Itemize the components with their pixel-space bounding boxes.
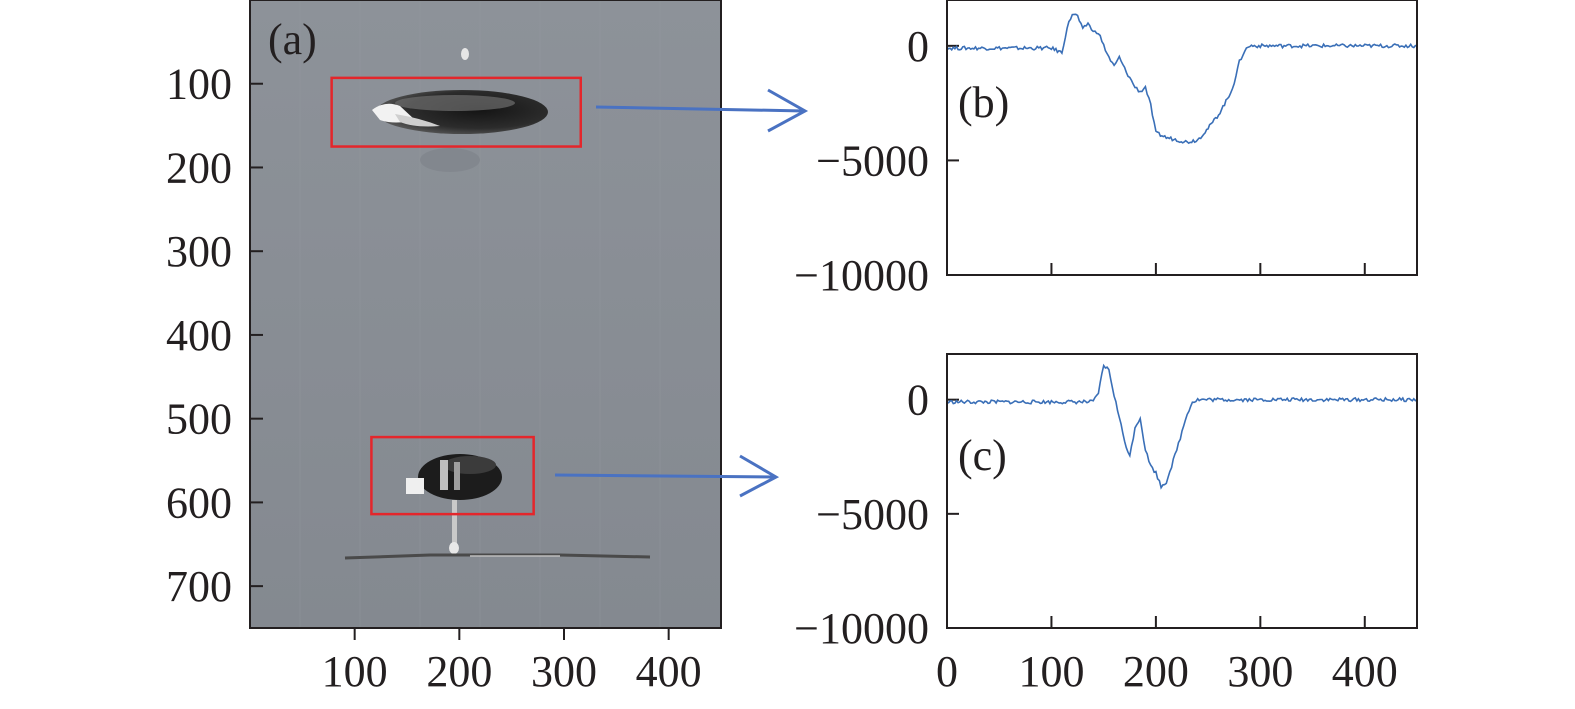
roi-box-lower — [370, 435, 535, 516]
c-y-tick-label: 0 — [907, 376, 929, 425]
lower-bubble — [406, 454, 502, 554]
panel-a-y-ticks: 100 200 300 400 500 600 700 — [166, 60, 263, 611]
particle-dot — [461, 48, 469, 60]
panel-c-ticks: 0 100 200 300 400 0 −5000 −10000 — [794, 376, 1398, 696]
a-y-tick-label: 200 — [166, 143, 232, 192]
a-y-tick-label: 300 — [166, 227, 232, 276]
c-x-tick-label: 100 — [1018, 647, 1084, 696]
a-y-tick-label: 700 — [166, 562, 232, 611]
panel-c-chart: 0 100 200 300 400 0 −5000 −10000 (c) — [794, 353, 1418, 696]
panel-label-b: (b) — [958, 78, 1009, 127]
c-y-tick-label: −10000 — [794, 604, 929, 653]
c-x-tick-label: 400 — [1332, 647, 1398, 696]
b-y-tick-label: −10000 — [794, 251, 929, 300]
a-y-tick-label: 500 — [166, 395, 232, 444]
link-arrow-b — [595, 88, 809, 133]
a-x-tick-label: 400 — [636, 647, 702, 696]
a-y-tick-label: 400 — [166, 311, 232, 360]
c-x-tick-label: 200 — [1123, 647, 1189, 696]
a-x-tick-label: 200 — [426, 647, 492, 696]
c-x-tick-label: 300 — [1227, 647, 1293, 696]
wall-line — [344, 553, 651, 560]
a-y-tick-label: 600 — [166, 478, 232, 527]
panel-c-series-line — [946, 363, 1418, 490]
panel-b-ticks: 0 −5000 −10000 — [794, 22, 1366, 300]
panel-a-x-ticks: 100 200 300 400 — [322, 628, 702, 696]
panel-a-image: (a) 100 200 300 400 100 200 300 400 500 600 700 — [166, 0, 722, 696]
c-x-tick-label: 0 — [936, 647, 958, 696]
roi-box-upper — [330, 76, 582, 148]
panel-label-a: (a) — [268, 15, 317, 64]
upper-bubble — [372, 90, 548, 172]
panel-b-series-line — [946, 13, 1418, 145]
link-arrow-c — [554, 454, 780, 498]
a-x-tick-label: 100 — [322, 647, 388, 696]
panel-label-c: (c) — [958, 431, 1007, 480]
c-y-tick-label: −5000 — [816, 490, 929, 539]
panel-b-frame — [946, 0, 1418, 276]
panel-a-frame — [249, 0, 722, 629]
a-y-tick-label: 100 — [166, 60, 232, 109]
panel-b-chart: 0 −5000 −10000 (b) — [794, 0, 1418, 300]
a-x-tick-label: 300 — [531, 647, 597, 696]
b-y-tick-label: 0 — [907, 22, 929, 71]
panel-c-frame — [946, 353, 1418, 629]
b-y-tick-label: −5000 — [816, 136, 929, 185]
